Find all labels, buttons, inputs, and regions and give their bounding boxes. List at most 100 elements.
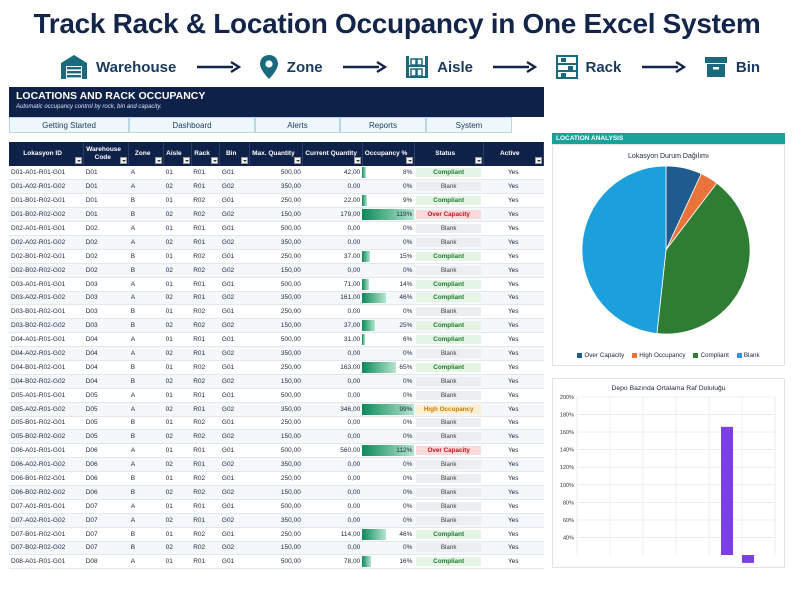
aisle-cell[interactable]: 02 — [163, 457, 192, 473]
tab-system[interactable]: System — [426, 117, 512, 133]
bin-cell[interactable]: G01 — [219, 360, 250, 375]
occupancy-cell[interactable]: 15% — [362, 249, 415, 264]
occupancy-cell[interactable]: 0% — [362, 513, 415, 528]
zone-cell[interactable]: B — [128, 416, 164, 431]
table-row[interactable]: D05-A01-R01-G01 D05 A 01 R01 G01 500,00 0,00 0% B… — [9, 388, 544, 403]
location-id-cell[interactable]: D07-B01-R02-G01 — [9, 527, 84, 542]
current-quantity-cell[interactable]: 0,00 — [302, 374, 363, 389]
current-quantity-cell[interactable]: 346,00 — [302, 402, 363, 417]
table-row[interactable]: D01-B01-R02-G01 D01 B 01 R02 G01 250,00 22,00 9%… — [9, 193, 544, 209]
warehouse-code-cell[interactable]: D01 — [83, 179, 129, 195]
zone-cell[interactable]: B — [128, 193, 164, 209]
current-quantity-cell[interactable]: 163,00 — [302, 360, 363, 375]
max-quantity-cell[interactable]: 150,00 — [249, 485, 303, 500]
table-row[interactable]: D02-B02-R02-G02 D02 B 02 R02 G02 150,00 0,00 0% B… — [9, 263, 544, 278]
rack-cell[interactable]: R01 — [191, 457, 220, 473]
column-header[interactable]: Aisle — [163, 142, 192, 166]
active-cell[interactable]: Yes — [483, 166, 544, 181]
max-quantity-cell[interactable]: 500,00 — [249, 388, 303, 403]
active-cell[interactable]: Yes — [483, 388, 544, 403]
location-id-cell[interactable]: D03-A01-R01-G01 — [9, 277, 84, 292]
location-id-cell[interactable]: D02-A01-R01-G01 — [9, 221, 84, 236]
active-cell[interactable]: Yes — [483, 263, 544, 278]
max-quantity-cell[interactable]: 150,00 — [249, 374, 303, 389]
active-cell[interactable]: Yes — [483, 541, 544, 556]
location-id-cell[interactable]: D03-A02-R01-G02 — [9, 291, 84, 306]
zone-cell[interactable]: B — [128, 318, 164, 334]
warehouse-code-cell[interactable]: D07 — [83, 513, 129, 528]
current-quantity-cell[interactable]: 22,00 — [302, 193, 363, 209]
occupancy-cell[interactable]: 0% — [362, 304, 415, 320]
max-quantity-cell[interactable]: 350,00 — [249, 235, 303, 250]
current-quantity-cell[interactable]: 0,00 — [302, 304, 363, 320]
column-header[interactable]: Max. Quantity — [249, 142, 304, 166]
max-quantity-cell[interactable]: 500,00 — [249, 277, 303, 292]
filter-dropdown-icon[interactable] — [241, 157, 249, 164]
column-header[interactable]: Zone — [128, 142, 165, 166]
table-row[interactable]: D07-B02-R02-G02 D07 B 02 R02 G02 150,00 0,00 0% B… — [9, 541, 544, 556]
zone-cell[interactable]: B — [128, 360, 164, 375]
active-cell[interactable]: Yes — [483, 513, 544, 528]
aisle-cell[interactable]: 02 — [163, 513, 192, 528]
warehouse-code-cell[interactable]: D07 — [83, 499, 129, 514]
aisle-cell[interactable]: 02 — [163, 485, 192, 500]
current-quantity-cell[interactable]: 0,00 — [302, 221, 363, 236]
occupancy-cell[interactable]: 9% — [362, 193, 415, 209]
status-cell[interactable]: Blank — [414, 513, 483, 528]
max-quantity-cell[interactable]: 250,00 — [249, 527, 303, 542]
current-quantity-cell[interactable]: 0,00 — [302, 179, 363, 195]
active-cell[interactable]: Yes — [483, 235, 544, 250]
tab-alerts[interactable]: Alerts — [255, 117, 340, 133]
status-cell[interactable]: Blank — [414, 304, 483, 320]
status-cell[interactable]: Compliant — [414, 554, 483, 570]
table-row[interactable]: D05-B01-R02-G01 D05 B 01 R02 G01 250,00 0,00 0% B… — [9, 416, 544, 431]
rack-cell[interactable]: R01 — [191, 235, 220, 250]
status-cell[interactable]: Compliant — [414, 360, 483, 375]
zone-cell[interactable]: B — [128, 249, 164, 264]
max-quantity-cell[interactable]: 500,00 — [249, 499, 303, 514]
max-quantity-cell[interactable]: 150,00 — [249, 541, 303, 556]
occupancy-cell[interactable]: 6% — [362, 332, 415, 348]
max-quantity-cell[interactable]: 250,00 — [249, 416, 303, 431]
occupancy-cell[interactable]: 0% — [362, 429, 415, 445]
occupancy-cell[interactable]: 0% — [362, 457, 415, 473]
aisle-cell[interactable]: 01 — [163, 388, 192, 403]
bin-cell[interactable]: G01 — [219, 499, 250, 514]
warehouse-code-cell[interactable]: D04 — [83, 360, 129, 375]
status-cell[interactable]: Blank — [414, 221, 483, 236]
warehouse-code-cell[interactable]: D04 — [83, 346, 129, 361]
max-quantity-cell[interactable]: 250,00 — [249, 304, 303, 320]
warehouse-code-cell[interactable]: D08 — [83, 554, 129, 570]
zone-cell[interactable]: A — [128, 457, 164, 473]
zone-cell[interactable]: B — [128, 263, 164, 278]
zone-cell[interactable]: A — [128, 291, 164, 306]
zone-cell[interactable]: B — [128, 471, 164, 486]
occupancy-cell[interactable]: 25% — [362, 318, 415, 334]
zone-cell[interactable]: B — [128, 304, 164, 320]
warehouse-code-cell[interactable]: D01 — [83, 193, 129, 209]
filter-dropdown-icon[interactable] — [120, 157, 128, 164]
location-id-cell[interactable]: D04-A02-R01-G02 — [9, 346, 84, 361]
aisle-cell[interactable]: 01 — [163, 554, 192, 570]
location-id-cell[interactable]: D06-A01-R01-G01 — [9, 443, 84, 459]
table-row[interactable]: D01-A02-R01-G02 D01 A 02 R01 G02 350,00 0,00 0% B… — [9, 179, 544, 195]
max-quantity-cell[interactable]: 250,00 — [249, 249, 303, 264]
current-quantity-cell[interactable]: 37,00 — [302, 318, 363, 334]
current-quantity-cell[interactable]: 0,00 — [302, 429, 363, 445]
current-quantity-cell[interactable]: 0,00 — [302, 263, 363, 278]
table-row[interactable]: D02-A01-R01-G01 D02 A 01 R01 G01 500,00 0,00 0% B… — [9, 221, 544, 236]
current-quantity-cell[interactable]: 31,00 — [302, 332, 363, 348]
bin-cell[interactable]: G01 — [219, 443, 250, 459]
bin-cell[interactable]: G01 — [219, 221, 250, 236]
aisle-cell[interactable]: 01 — [163, 193, 192, 209]
table-row[interactable]: D03-B02-R02-G02 D03 B 02 R02 G02 150,00 37,00 25… — [9, 318, 544, 334]
active-cell[interactable]: Yes — [483, 429, 544, 445]
table-row[interactable]: D03-A02-R01-G02 D03 A 02 R01 G02 350,00 161,00 4… — [9, 291, 544, 306]
rack-cell[interactable]: R02 — [191, 429, 220, 445]
active-cell[interactable]: Yes — [483, 485, 544, 500]
bin-cell[interactable]: G01 — [219, 388, 250, 403]
aisle-cell[interactable]: 01 — [163, 360, 192, 375]
rack-cell[interactable]: R02 — [191, 193, 220, 209]
occupancy-cell[interactable]: 0% — [362, 346, 415, 361]
column-header[interactable]: Occupancy % — [362, 142, 415, 166]
